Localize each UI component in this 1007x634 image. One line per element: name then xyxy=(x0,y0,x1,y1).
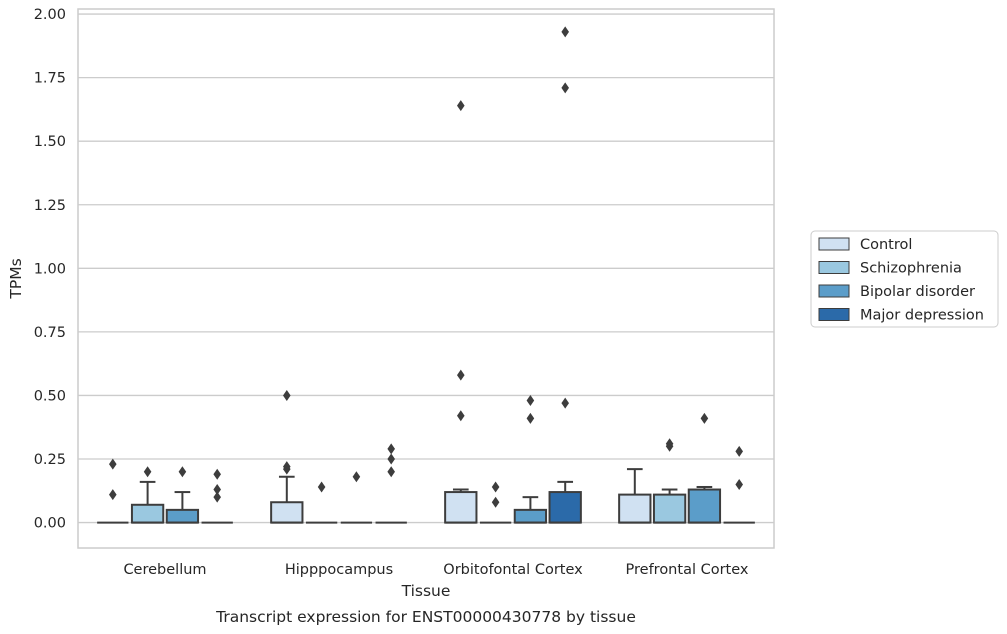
outlier-point xyxy=(387,466,395,477)
x-tick-label: Orbitofontal Cortex xyxy=(443,562,583,578)
outlier-point xyxy=(387,454,395,465)
box xyxy=(271,502,302,522)
y-axis-ticks: 0.00 0.25 0.50 0.75 1.00 1.25 1.50 1.75 2.00 xyxy=(34,7,66,531)
x-tick-label: Prefrontal Cortex xyxy=(626,562,749,578)
boxes xyxy=(97,26,755,522)
outlier-point xyxy=(283,390,291,401)
box-group xyxy=(619,469,650,522)
box xyxy=(689,490,720,523)
outlier-point xyxy=(457,410,465,421)
outlier-point xyxy=(492,497,500,508)
outlier-point xyxy=(492,481,500,492)
legend-label: Control xyxy=(860,237,912,253)
outlier-point xyxy=(527,395,535,406)
box-group xyxy=(689,413,720,523)
box xyxy=(167,510,198,523)
outlier-point xyxy=(457,370,465,381)
box-group xyxy=(271,390,302,523)
box xyxy=(550,492,581,523)
outlier-point xyxy=(387,443,395,454)
y-tick-label: 0.50 xyxy=(34,388,66,404)
box-group xyxy=(341,471,372,522)
x-axis-label: Tissue xyxy=(401,582,451,600)
legend-swatch xyxy=(819,285,849,297)
box-group xyxy=(306,481,337,522)
box xyxy=(445,492,476,523)
box-group xyxy=(654,438,685,522)
y-axis-label: TPMs xyxy=(7,258,25,299)
x-tick-label: Cerebellum xyxy=(123,562,206,578)
outlier-point xyxy=(561,398,569,409)
outlier-point xyxy=(457,100,465,111)
y-tick-label: 0.00 xyxy=(34,516,66,532)
box-group xyxy=(724,446,755,523)
outlier-point xyxy=(527,413,535,424)
outlier-point xyxy=(109,489,117,500)
legend-label: Major depression xyxy=(860,308,984,324)
outlier-point xyxy=(144,466,152,477)
legend-swatch xyxy=(819,309,849,321)
outlier-point xyxy=(561,82,569,93)
chart-title: Transcript expression for ENST0000043077… xyxy=(215,608,636,626)
outlier-point xyxy=(735,446,743,457)
box-plot-chart: 0.00 0.25 0.50 0.75 1.00 1.25 1.50 1.75 2.00 Cer… xyxy=(0,0,1007,634)
outlier-point xyxy=(561,26,569,37)
y-tick-label: 2.00 xyxy=(34,7,66,23)
legend: Control Schizophrenia Bipolar disorder Majo… xyxy=(811,231,998,327)
y-tick-label: 1.00 xyxy=(34,261,66,277)
legend-swatch xyxy=(819,238,849,250)
x-axis-ticks: Cerebellum Hipppocampus Orbitofontal Corte… xyxy=(123,562,748,578)
outlier-point xyxy=(318,481,326,492)
y-tick-label: 0.75 xyxy=(34,325,66,341)
box xyxy=(654,495,685,523)
legend-swatch xyxy=(819,262,849,274)
box-group xyxy=(550,26,581,522)
box-group xyxy=(480,481,511,522)
outlier-point xyxy=(109,459,117,470)
outlier-point xyxy=(213,484,221,495)
outlier-point xyxy=(179,466,187,477)
legend-label: Bipolar disorder xyxy=(860,284,975,300)
box-group xyxy=(97,459,128,523)
outlier-point xyxy=(701,413,709,424)
y-tick-label: 0.25 xyxy=(34,452,66,468)
box xyxy=(132,505,163,523)
box-group xyxy=(202,469,233,523)
legend-label: Schizophrenia xyxy=(860,261,962,277)
box-group xyxy=(132,466,163,522)
y-tick-label: 1.50 xyxy=(34,134,66,150)
outlier-point xyxy=(353,471,361,482)
box xyxy=(515,510,546,523)
outlier-point xyxy=(735,479,743,490)
box-group xyxy=(376,443,407,522)
box xyxy=(619,495,650,523)
box-group xyxy=(167,466,198,522)
x-tick-label: Hipppocampus xyxy=(285,562,393,578)
y-tick-label: 1.75 xyxy=(34,71,66,87)
y-tick-label: 1.25 xyxy=(34,198,66,214)
outlier-point xyxy=(213,469,221,480)
